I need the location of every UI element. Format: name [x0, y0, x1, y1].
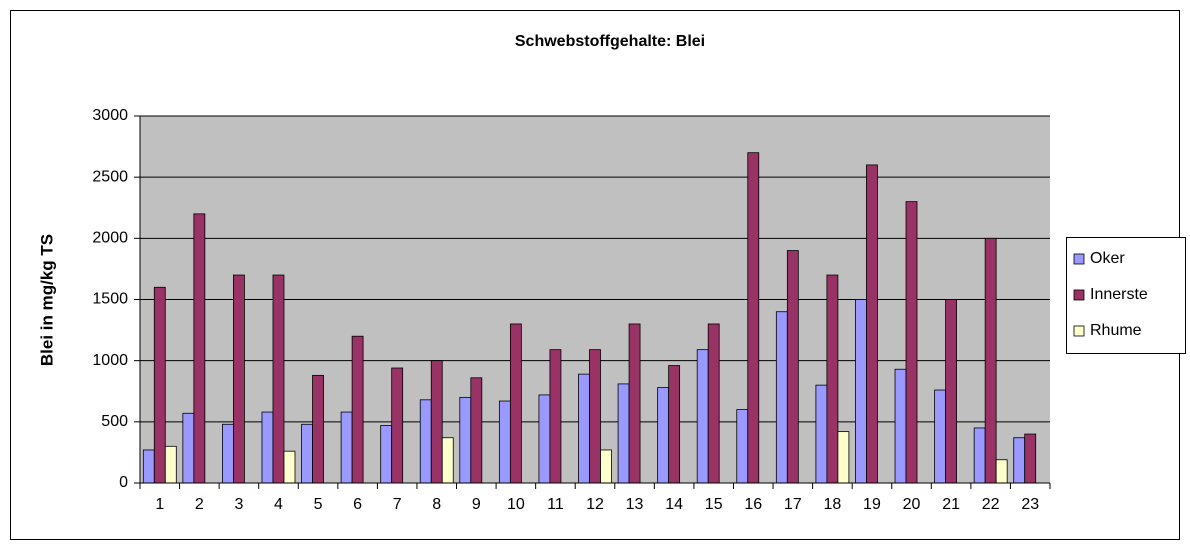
bar	[222, 423, 234, 484]
bar	[786, 250, 799, 484]
bar	[894, 368, 907, 484]
legend-label: Oker	[1090, 250, 1125, 267]
bar	[312, 374, 324, 484]
bar	[340, 411, 353, 484]
x-tick-label: 19	[863, 496, 881, 513]
legend-box	[1066, 237, 1186, 354]
bar	[261, 411, 274, 484]
bar	[509, 323, 522, 484]
bar	[657, 387, 670, 484]
x-tick-label: 17	[784, 496, 802, 513]
x-tick-label: 21	[942, 496, 960, 513]
bar	[1013, 437, 1026, 484]
bar	[826, 274, 839, 484]
bar	[1024, 433, 1037, 484]
x-tick-label: 6	[353, 496, 362, 513]
bar	[142, 449, 155, 484]
bar	[351, 335, 364, 484]
bar	[441, 437, 454, 484]
bar	[164, 445, 177, 484]
bar	[589, 349, 601, 484]
y-tick-label: 500	[101, 413, 128, 430]
x-tick-label: 10	[507, 496, 525, 513]
bar	[549, 349, 562, 484]
bar	[815, 384, 828, 484]
x-tick-label: 11	[547, 496, 564, 513]
bar	[747, 152, 760, 484]
x-tick-label: 18	[823, 496, 841, 513]
bar	[600, 449, 612, 484]
bar	[301, 423, 313, 484]
bar	[459, 396, 472, 484]
bar	[934, 389, 946, 484]
x-tick-label: 3	[234, 496, 243, 513]
bar	[775, 311, 788, 484]
bar	[973, 427, 986, 484]
bar	[984, 237, 997, 484]
x-tick-label: 5	[314, 496, 323, 513]
y-tick-label: 3000	[92, 107, 128, 124]
x-tick-label: 9	[472, 496, 481, 513]
x-tick-label: 16	[744, 496, 762, 513]
bar	[995, 459, 1008, 484]
chart-title: Schwebstoffgehalte: Blei	[515, 33, 705, 50]
y-tick-label: 1000	[92, 352, 128, 369]
bar	[696, 349, 709, 484]
bar	[837, 431, 850, 484]
bar	[233, 274, 245, 484]
bar	[153, 286, 166, 484]
x-tick-label: 13	[626, 496, 644, 513]
bar	[498, 400, 511, 484]
legend-label: Rhume	[1090, 322, 1142, 339]
bar	[182, 412, 195, 484]
bar	[272, 274, 285, 484]
x-tick-label: 15	[705, 496, 723, 513]
legend-swatch	[1073, 289, 1085, 301]
x-tick-label: 8	[432, 496, 441, 513]
bar	[628, 323, 641, 484]
bar	[707, 323, 720, 484]
bar	[283, 450, 296, 484]
bar	[866, 164, 878, 484]
bar	[380, 425, 393, 484]
y-tick-label: 2000	[92, 230, 128, 247]
x-tick-label: 2	[195, 496, 204, 513]
x-tick-label: 1	[155, 496, 164, 513]
x-tick-label: 22	[982, 496, 1000, 513]
bar	[668, 365, 681, 484]
bar	[617, 383, 630, 484]
bar	[578, 373, 590, 484]
bar	[945, 299, 957, 484]
legend-label: Innerste	[1090, 286, 1148, 303]
bar	[736, 409, 749, 484]
x-tick-label: 7	[393, 496, 402, 513]
x-tick-label: 4	[274, 496, 283, 513]
bar	[905, 201, 918, 484]
y-tick-label: 2500	[92, 168, 128, 185]
x-tick-label: 12	[586, 496, 604, 513]
x-tick-label: 14	[665, 496, 683, 513]
y-tick-label: 0	[119, 474, 128, 491]
x-tick-label: 23	[1021, 496, 1039, 513]
legend-swatch	[1073, 253, 1085, 265]
y-tick-label: 1500	[92, 291, 128, 308]
bar	[470, 377, 483, 484]
bar	[419, 399, 432, 484]
x-tick-label: 20	[903, 496, 921, 513]
bar	[538, 394, 551, 484]
y-axis-label: Blei in mg/kg TS	[37, 234, 56, 366]
legend-swatch	[1073, 325, 1085, 337]
bar	[391, 367, 404, 484]
bar	[193, 213, 206, 484]
bar	[430, 360, 443, 484]
bar	[855, 299, 867, 484]
